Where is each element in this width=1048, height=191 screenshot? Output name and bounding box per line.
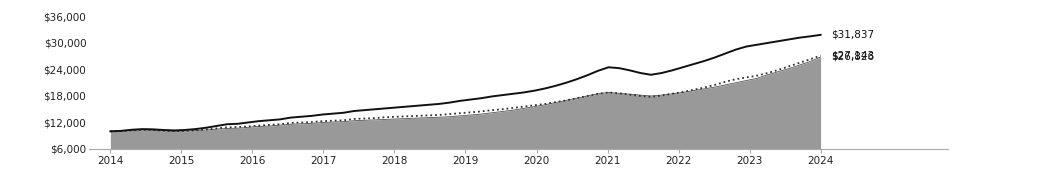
Text: $26,826: $26,826	[831, 52, 874, 62]
Text: $31,837: $31,837	[831, 30, 874, 40]
Text: $27,143: $27,143	[831, 51, 874, 61]
